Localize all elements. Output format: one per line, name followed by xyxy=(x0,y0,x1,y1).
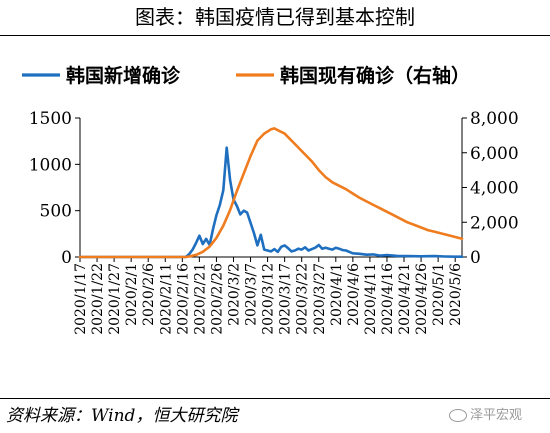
x-tick-label: 2020/1/22 xyxy=(90,263,106,335)
source-note: 资料来源：Wind，恒大研究院 xyxy=(6,406,238,426)
y-right-tick-label: 2,000 xyxy=(470,213,519,233)
y-right-tick-label: 0 xyxy=(470,248,481,268)
x-tick-label: 2020/2/16 xyxy=(175,263,191,335)
y-right-tick-label: 8,000 xyxy=(470,109,519,129)
x-tick-label: 2020/3/17 xyxy=(278,263,294,335)
x-tick-label: 2020/3/27 xyxy=(312,263,328,335)
x-tick-label: 2020/4/26 xyxy=(414,263,430,335)
y-left-tick-label: 500 xyxy=(40,202,72,222)
x-tick-label: 2020/2/21 xyxy=(192,263,208,335)
x-tick-label: 2020/3/12 xyxy=(261,263,277,335)
x-tick-label: 2020/2/26 xyxy=(209,263,225,335)
x-tick-label: 2020/4/21 xyxy=(397,263,413,335)
legend-label-0: 韩国新增确诊 xyxy=(66,64,181,87)
source-divider xyxy=(0,398,550,399)
legend-label-1: 韩国现有确诊（右轴） xyxy=(280,64,470,87)
y-left-tick-label: 1000 xyxy=(29,155,72,175)
x-tick-label: 2020/3/7 xyxy=(244,263,260,326)
watermark-text: 泽平宏观 xyxy=(470,408,523,423)
chart-title: 图表：韩国疫情已得到基本控制 xyxy=(135,5,415,29)
x-tick-label: 2020/4/16 xyxy=(380,263,396,335)
x-tick-label: 2020/2/11 xyxy=(158,263,174,335)
y-right-tick-label: 6,000 xyxy=(470,144,519,164)
x-tick-label: 2020/4/6 xyxy=(346,263,362,326)
x-tick-label: 2020/2/1 xyxy=(124,263,140,326)
series-line-0 xyxy=(78,146,464,259)
y-right-tick-label: 4,000 xyxy=(470,179,519,199)
x-tick-label: 2020/1/27 xyxy=(107,263,123,335)
wechat-icon xyxy=(449,409,467,422)
x-tick-label: 2020/5/1 xyxy=(431,263,447,326)
x-tick-label: 2020/1/17 xyxy=(73,263,89,335)
series-line-1 xyxy=(78,127,464,259)
x-tick-label: 2020/4/1 xyxy=(329,263,345,326)
x-tick-label: 2020/5/6 xyxy=(448,263,464,326)
x-tick-label: 2020/4/11 xyxy=(363,263,379,335)
watermark: 泽平宏观 xyxy=(449,405,522,427)
legend: 韩国新增确诊 韩国现有确诊（右轴） xyxy=(22,64,470,87)
series-lines xyxy=(78,127,464,259)
line-chart: 韩国新增确诊 韩国现有确诊（右轴） 0 500 1000 1500 0 2,000 4,000… xyxy=(22,64,519,335)
x-tick-label: 2020/2/6 xyxy=(141,263,157,326)
x-tick-label: 2020/3/22 xyxy=(295,263,311,335)
x-tick-label: 2020/3/2 xyxy=(226,263,242,326)
y-left-tick-label: 0 xyxy=(61,248,72,268)
y-left-tick-label: 1500 xyxy=(29,109,72,129)
chart-axes: 0 500 1000 1500 0 2,000 4,000 6,000 8,000 2020/1/… xyxy=(29,109,519,335)
title-divider xyxy=(0,35,550,36)
